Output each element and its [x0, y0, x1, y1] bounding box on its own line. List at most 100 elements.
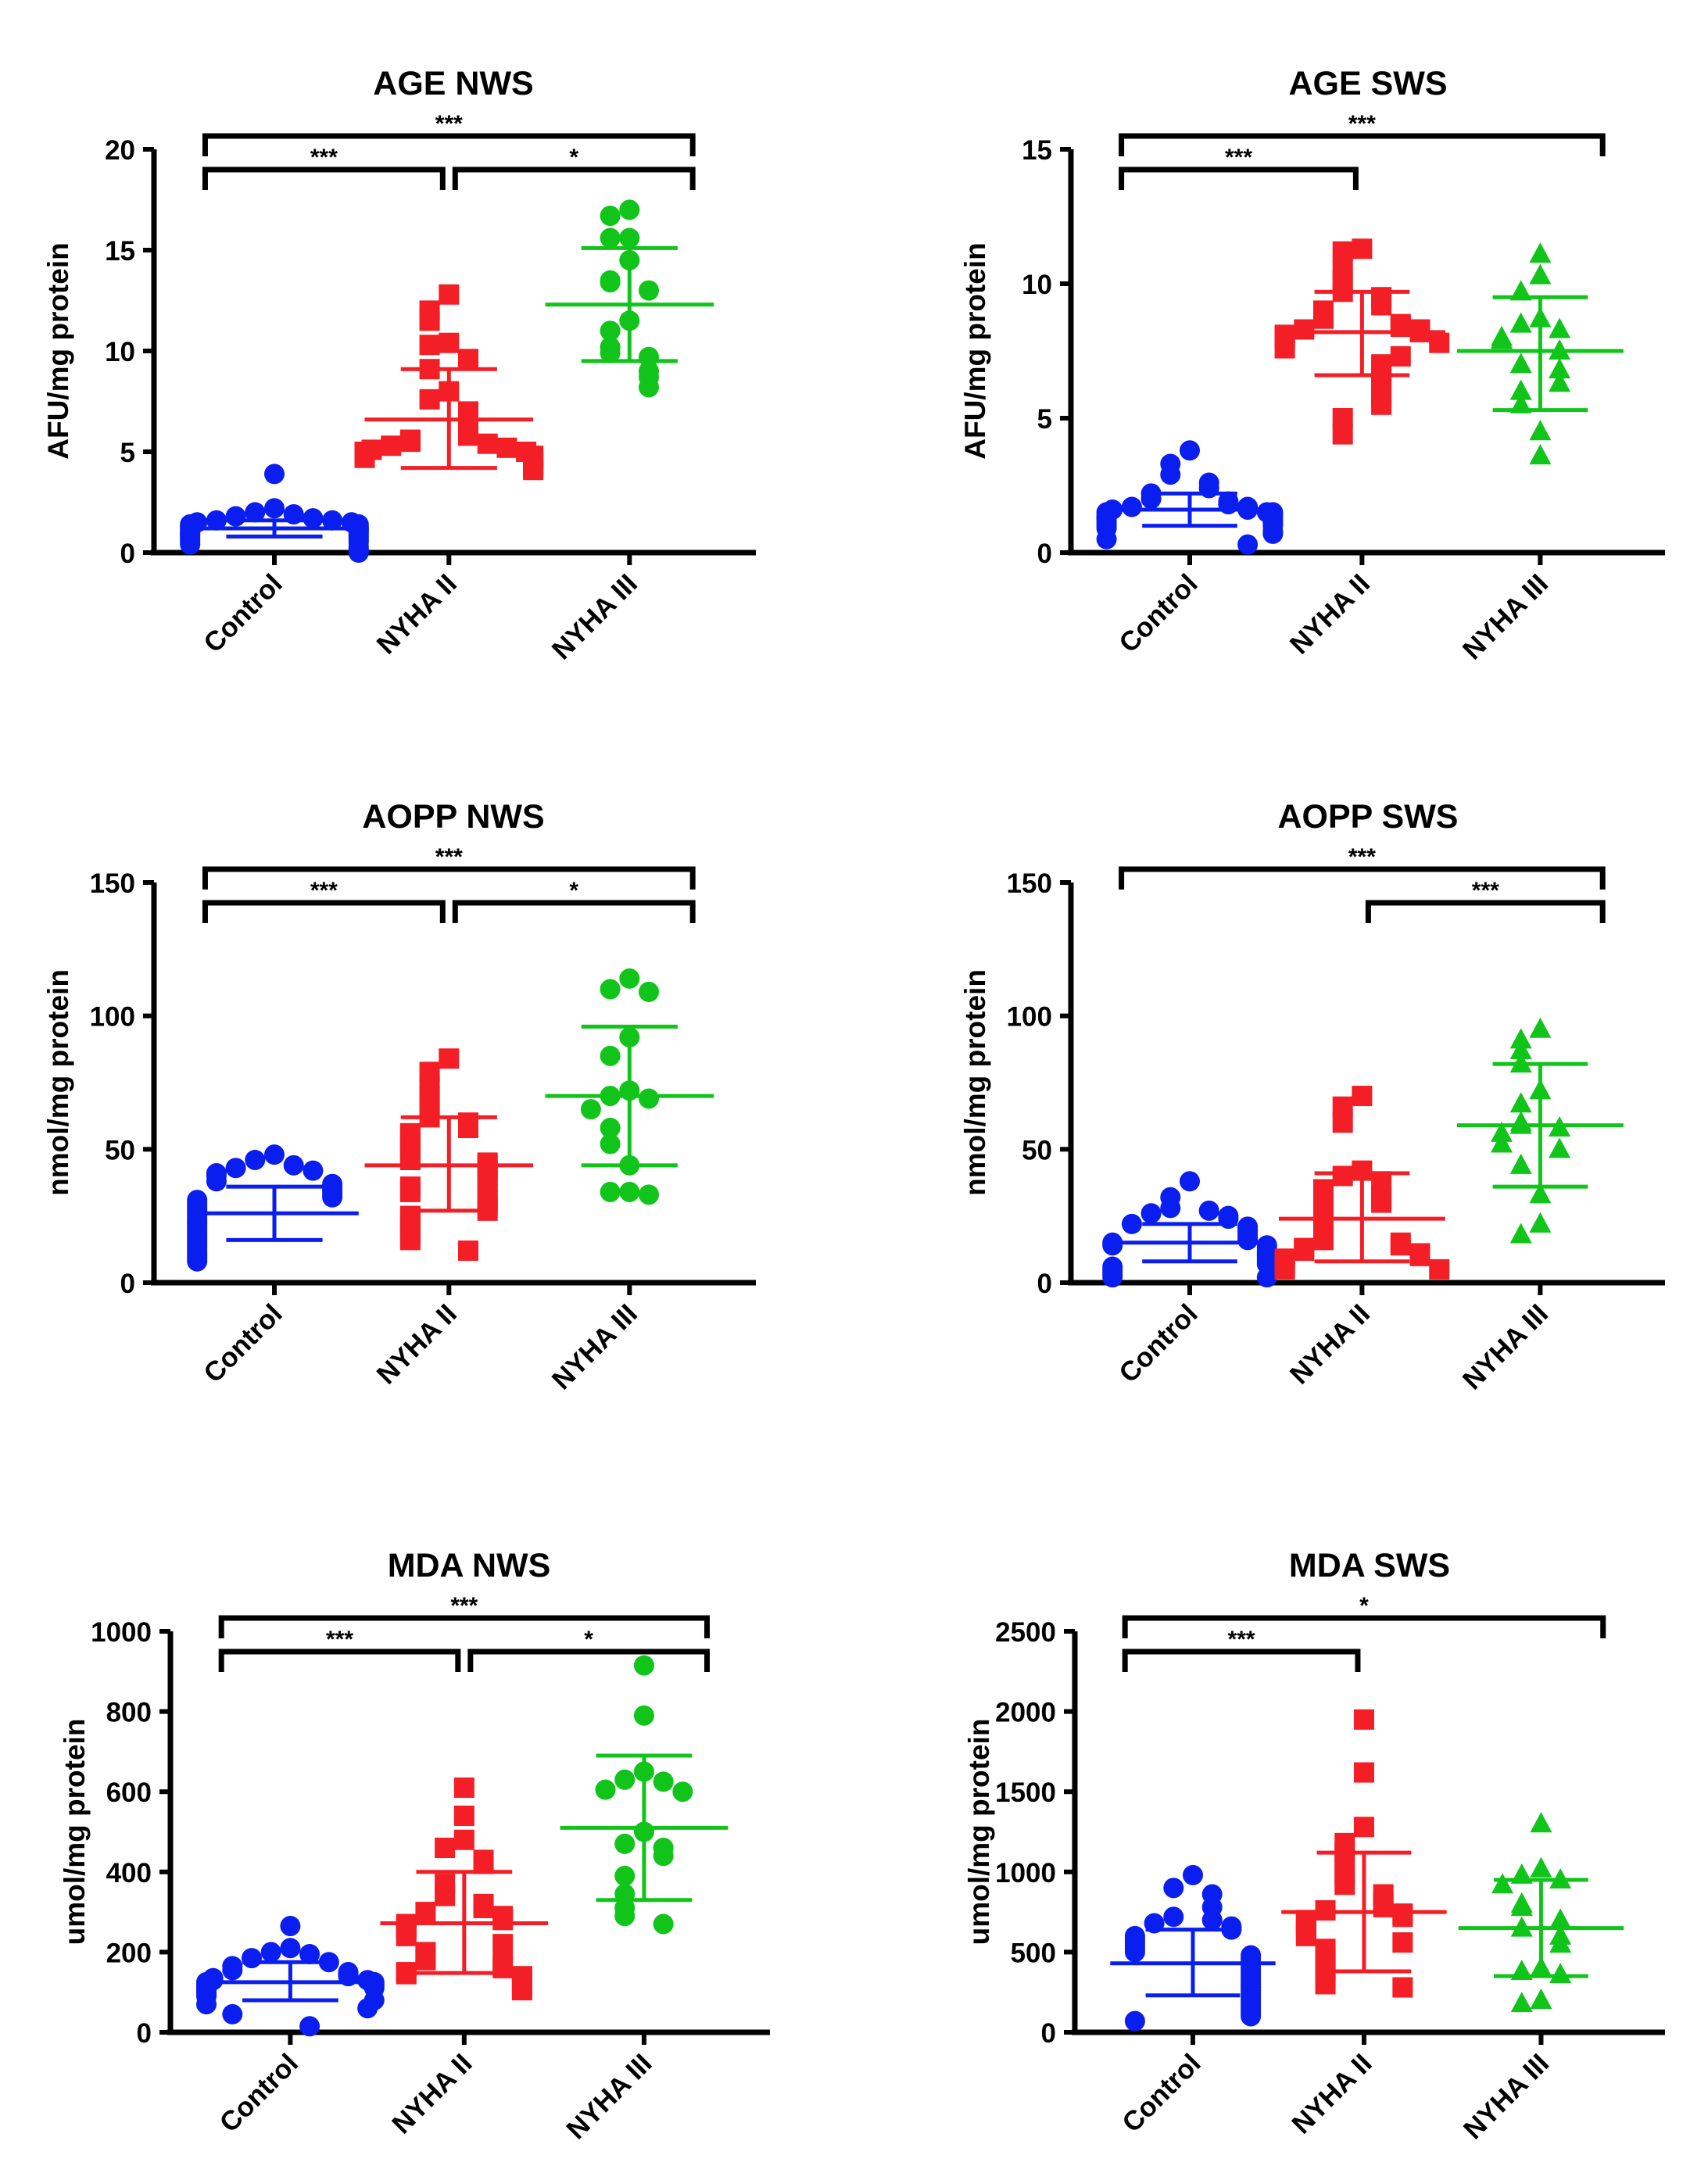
data-point — [1237, 1230, 1259, 1251]
data-point — [264, 464, 285, 485]
data-point — [1241, 2006, 1262, 2027]
y-tick-label: 1500 — [995, 1777, 1056, 1808]
chart-panel-mda-sws: MDA SWS umol/mg protein 0 500 1000 1500 2000 25… — [963, 1547, 1665, 2145]
data-point — [1274, 338, 1295, 359]
data-point — [639, 1088, 659, 1109]
data-point — [1313, 1230, 1334, 1251]
y-axis-label: nmol/mg protein — [42, 969, 74, 1196]
data-point — [1549, 1963, 1572, 1984]
significance-bracket — [1365, 900, 1606, 923]
data-point — [283, 1155, 304, 1176]
data-point — [1529, 1212, 1552, 1233]
data-point — [1237, 534, 1259, 555]
data-point — [1509, 1092, 1532, 1113]
data-point — [1313, 1179, 1334, 1200]
data-point — [653, 1845, 674, 1867]
data-point — [280, 1938, 301, 1959]
data-point — [523, 460, 544, 481]
data-point — [180, 534, 201, 555]
data-point — [1102, 1267, 1123, 1288]
data-point — [580, 1099, 601, 1120]
y-tick-label: 1000 — [91, 1617, 152, 1648]
group-nyha-ii — [354, 284, 544, 481]
data-point — [303, 508, 324, 529]
data-point — [473, 1897, 494, 1918]
data-point — [458, 425, 478, 446]
significance-bracket — [1122, 1649, 1361, 1672]
data-point — [222, 2003, 243, 2024]
x-tick-label: NYHA III — [560, 2048, 657, 2145]
data-point — [439, 1048, 460, 1069]
data-point — [1392, 1977, 1413, 1998]
data-point — [1332, 1165, 1353, 1187]
data-point — [1549, 1908, 1572, 1929]
data-point — [1371, 295, 1392, 316]
significance-label: *** — [1348, 844, 1376, 870]
data-point — [1549, 317, 1571, 338]
data-point — [1509, 1039, 1532, 1060]
significance-label: * — [569, 145, 578, 170]
data-point — [600, 1181, 621, 1202]
significance-label: *** — [1225, 145, 1252, 170]
x-tick-label: NYHA II — [1284, 1298, 1376, 1390]
significance-label: *** — [450, 1593, 478, 1619]
data-point — [1509, 1223, 1532, 1244]
y-tick-label: 15 — [105, 236, 135, 267]
data-point — [399, 1181, 421, 1202]
data-point — [1392, 1932, 1413, 1953]
data-point — [1390, 345, 1411, 367]
x-tick-label: NYHA III — [1458, 2048, 1555, 2145]
data-point — [1530, 1856, 1552, 1878]
chart-panel-age-nws: AGE NWS AFU/mg protein 0 5 10 15 20 Control NYHA… — [42, 65, 756, 665]
data-point — [600, 272, 621, 293]
data-point — [600, 1118, 621, 1139]
data-point — [619, 199, 640, 220]
data-point — [222, 1960, 243, 1981]
x-tick-label: Control — [1116, 2048, 1207, 2139]
data-point — [1371, 394, 1392, 415]
data-point — [1509, 353, 1532, 374]
data-point — [1313, 308, 1334, 329]
y-axis-label: umol/mg protein — [963, 1719, 995, 1946]
data-point — [1549, 1932, 1572, 1953]
chart-panel-aopp-sws: AOPP SWS nmol/mg protein 0 50 100 150 Control N… — [959, 798, 1665, 1395]
data-point — [1509, 312, 1532, 333]
y-axis-label: AFU/mg protein — [42, 242, 74, 459]
data-point — [1371, 1192, 1392, 1213]
chart-title: MDA SWS — [1289, 1547, 1450, 1584]
chart-panel-aopp-nws: AOPP NWS nmol/mg protein 0 50 100 150 Control N… — [42, 798, 756, 1395]
data-point — [453, 1829, 474, 1850]
chart-title: AOPP SWS — [1278, 798, 1459, 836]
y-tick-label: 0 — [137, 2018, 152, 2049]
data-point — [614, 1833, 636, 1854]
y-tick-label: 1000 — [995, 1858, 1056, 1888]
chart-title: AGE NWS — [373, 65, 533, 102]
data-point — [1121, 496, 1142, 517]
x-tick-label: NYHA III — [546, 568, 643, 665]
data-point — [1332, 424, 1353, 445]
group-nyha-iii — [545, 199, 714, 398]
data-point — [619, 1181, 640, 1202]
y-tick-label: 0 — [120, 539, 135, 569]
data-point — [1295, 1925, 1316, 1946]
data-point — [225, 1158, 246, 1179]
group-nyha-ii — [1274, 238, 1450, 445]
data-point — [1180, 1171, 1200, 1192]
x-tick-label: Control — [1113, 568, 1204, 659]
y-tick-label: 50 — [105, 1135, 135, 1165]
data-point — [348, 542, 369, 563]
y-tick-label: 400 — [106, 1858, 152, 1888]
data-point — [614, 1906, 636, 1927]
data-point — [1332, 241, 1353, 262]
significance-label: * — [569, 878, 578, 904]
data-point — [415, 1902, 436, 1923]
data-point — [1315, 1974, 1336, 1995]
data-point — [354, 447, 375, 468]
x-tick-label: Control — [198, 568, 288, 659]
data-point — [245, 1149, 266, 1170]
data-point — [1198, 1200, 1219, 1221]
y-tick-label: 600 — [106, 1777, 152, 1808]
data-point — [1256, 1267, 1277, 1288]
data-point — [396, 1964, 417, 1985]
